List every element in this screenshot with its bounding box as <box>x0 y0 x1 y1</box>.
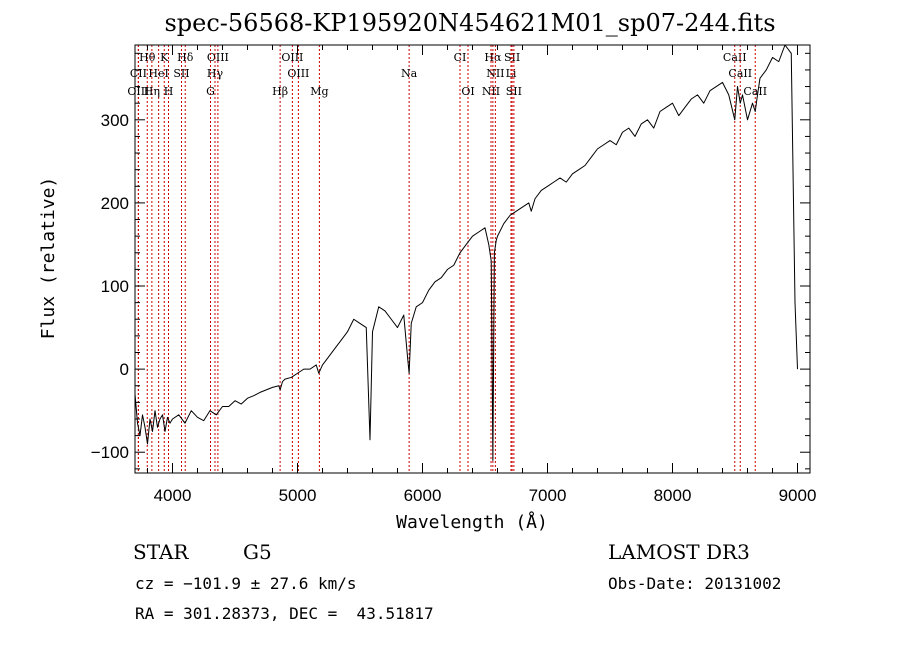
spectral-line-label: Mg <box>310 85 328 98</box>
spectral-line-label: H <box>164 85 174 98</box>
y-tick-label: 300 <box>101 111 129 130</box>
y-tick-label: 200 <box>101 194 129 213</box>
spectral-line-label: NII <box>486 67 504 80</box>
x-tick-label: 8000 <box>654 486 692 505</box>
ra-dec-coordinates: RA = 301.28373, DEC = 43.51817 <box>135 604 434 623</box>
spectral-line-label: CI <box>454 51 467 64</box>
y-axis-label: Flux (relative) <box>38 177 59 340</box>
spectral-line-label: CaII <box>728 67 752 80</box>
x-tick-label: 6000 <box>404 486 442 505</box>
spectral-line-label: Hβ <box>272 85 288 98</box>
spectral-line-label: G <box>206 85 215 98</box>
spectral-line-label: SII <box>504 51 520 64</box>
chart-title: spec-56568-KP195920N454621M01_sp07-244.f… <box>164 9 775 37</box>
x-axis-label: Wavelength (Å) <box>396 511 548 533</box>
spectrum-series-line <box>134 44 798 462</box>
spectral-line-label: Hθ <box>139 51 156 64</box>
y-tick-label: −100 <box>91 443 129 462</box>
y-tick-label: 100 <box>101 277 129 296</box>
spectral-line-label: CaII <box>723 51 747 64</box>
spectral-line-label: OI <box>461 85 474 98</box>
survey-name: LAMOST DR3 <box>608 540 750 564</box>
spectral-line-label: SII <box>506 85 522 98</box>
spectral-line-label: Hγ <box>207 67 224 80</box>
object-subclass: G5 <box>243 540 272 564</box>
spectral-line-label: OIII <box>127 85 149 98</box>
redshift-velocity: cz = −101.9 ± 27.6 km/s <box>135 574 357 593</box>
spectral-line-label: OIII <box>281 51 303 64</box>
spectral-line-label: OIII <box>207 51 229 64</box>
object-class: STAR <box>133 540 189 564</box>
spectral-line-label: Hη <box>144 85 160 98</box>
spectral-line-label: OIII <box>287 67 309 80</box>
spectral-line-label: HeI <box>148 67 168 80</box>
spectral-line-label: NII <box>482 85 500 98</box>
x-tick-label: 7000 <box>529 486 567 505</box>
x-tick-label: 4000 <box>154 486 192 505</box>
spectral-line-label: CaII <box>743 85 767 98</box>
spectral-line-label: Na <box>401 67 418 80</box>
spectral-line-label: K <box>160 51 169 64</box>
spectral-line-label: SII <box>173 67 189 80</box>
plot-frame <box>134 44 811 474</box>
spectral-line-label: Hδ <box>177 51 194 64</box>
observation-date: Obs-Date: 20131002 <box>608 574 782 593</box>
y-tick-label: 0 <box>120 360 129 379</box>
x-tick-label: 5000 <box>279 486 317 505</box>
x-tick-label: 9000 <box>779 486 817 505</box>
spectral-line-label: Li <box>506 67 517 80</box>
spectral-line-label: Hα <box>484 51 502 64</box>
